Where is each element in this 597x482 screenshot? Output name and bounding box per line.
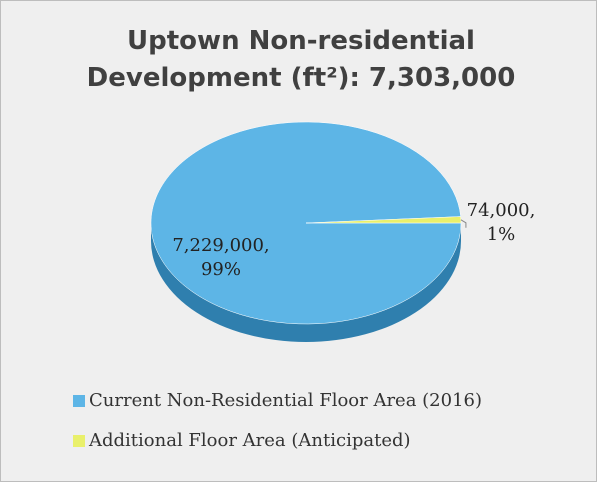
pie-slice (305, 216, 462, 224)
legend-swatch (73, 395, 85, 407)
leader-line (460, 219, 467, 228)
legend-swatch (73, 435, 85, 447)
data-label: 74,000, 1% (466, 200, 536, 245)
legend-label: Current Non-Residential Floor Area (2016… (89, 390, 483, 411)
legend-label: Additional Floor Area (Anticipated) (89, 430, 411, 451)
pie-side (151, 223, 461, 342)
data-label: 7,229,000, 99% (172, 235, 270, 280)
chart-title: Uptown Non-residential Development (ft²)… (86, 26, 516, 93)
legend-item: Additional Floor Area (Anticipated) (73, 430, 411, 451)
legend-item: Current Non-Residential Floor Area (2016… (73, 390, 482, 411)
